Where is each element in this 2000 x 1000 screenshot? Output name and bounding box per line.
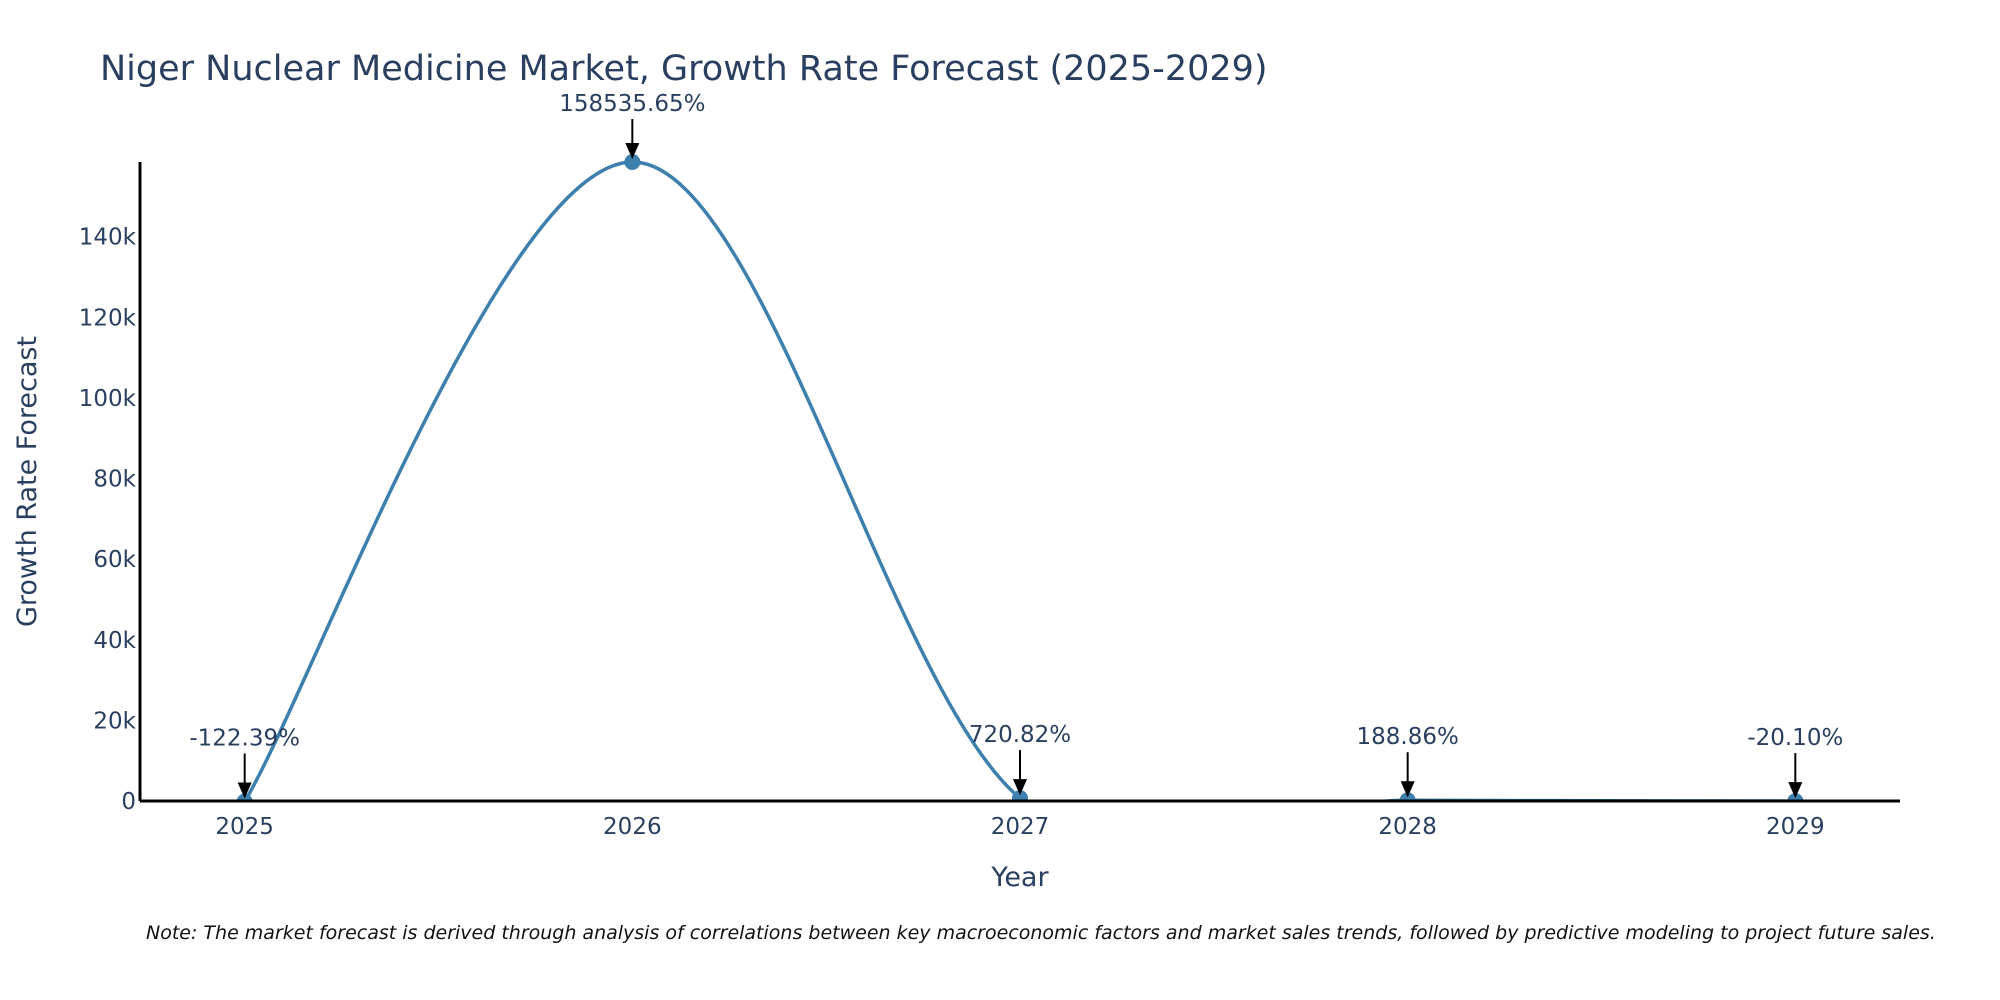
x-tick-label: 2025 [215,814,274,840]
annotation-layer: -122.39% 158535.65% 720.82% 188.86% -20.10% [189,91,1843,799]
series-line [243,160,1796,800]
y-tick-label: 120k [79,305,137,331]
annotation-arrow-head [1400,781,1415,798]
y-tick-label: 40k [93,628,136,654]
annotation-arrow-head [1788,782,1803,799]
data-label: 188.86% [1356,724,1458,750]
annotation-arrow-head [625,143,640,159]
chart-note: Note: The market forecast is derived thr… [146,922,1936,944]
data-point [624,154,641,170]
x-axis-title: Year [990,862,1049,893]
x-tick-label: 2027 [991,814,1050,840]
x-tick-label: 2028 [1378,814,1437,840]
y-axis-ticks: 0 20k 40k 60k 80k 100k 120k 140k [79,225,137,815]
x-tick-label: 2029 [1766,814,1825,840]
x-tick-label: 2026 [603,814,662,840]
chart-title: Niger Nuclear Medicine Market, Growth Ra… [100,49,1268,89]
x-axis-ticks: 2025 2026 2027 2028 2029 [215,814,1824,840]
y-axis-title: Growth Rate Forecast [12,336,43,627]
y-tick-label: 140k [79,225,137,251]
data-label: -122.39% [189,725,300,751]
y-tick-label: 0 [121,789,136,815]
y-tick-label: 60k [93,547,136,573]
y-tick-label: 100k [79,386,137,412]
y-tick-label: 80k [93,467,136,493]
data-label: 720.82% [969,722,1071,748]
data-label: -20.10% [1747,725,1843,751]
y-tick-label: 20k [93,708,136,734]
data-label: 158535.65% [559,91,705,117]
annotation-arrow-head [237,782,252,799]
annotation-arrow-head [1013,779,1027,796]
series-layer [236,154,1804,800]
